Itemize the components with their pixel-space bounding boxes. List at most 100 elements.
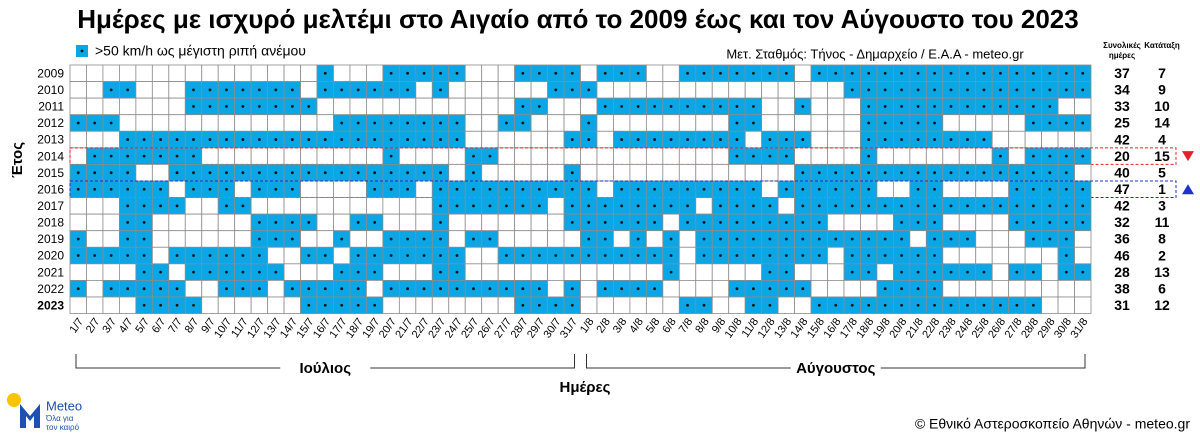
- cell-dot: [192, 303, 195, 307]
- x-tick-label: 27/8: [1003, 316, 1025, 340]
- cell: [530, 164, 548, 182]
- cell: [662, 64, 680, 82]
- cell-dot: [801, 287, 805, 291]
- cell-dot: [225, 287, 228, 291]
- cell: [464, 246, 483, 265]
- cell: [333, 197, 351, 215]
- cell-dot: [472, 237, 475, 241]
- cell-dot: [241, 171, 245, 175]
- cell-dot: [159, 138, 162, 141]
- cell-dot: [636, 221, 640, 224]
- cell-dot: [982, 105, 986, 108]
- cell: [563, 147, 581, 165]
- cell: [1057, 130, 1075, 149]
- cell-dot: [192, 154, 195, 158]
- cell-dot: [439, 221, 442, 224]
- cell: [1041, 280, 1059, 298]
- cell-dot: [76, 254, 80, 257]
- cell: [481, 81, 499, 99]
- cell: [613, 263, 631, 281]
- legend-dot: [80, 49, 84, 53]
- cell-dot: [620, 287, 624, 291]
- cell: [761, 97, 779, 116]
- cell-dot: [735, 138, 739, 141]
- cell: [217, 230, 236, 248]
- y-axis-title: Έτος: [9, 142, 26, 178]
- cell-dot: [1064, 154, 1068, 158]
- cell: [827, 81, 845, 99]
- cell: [563, 263, 581, 281]
- cell-dot: [1048, 154, 1052, 158]
- cell-dot: [883, 88, 887, 92]
- cell: [613, 114, 631, 132]
- cell-dot: [455, 204, 459, 208]
- cell: [1041, 263, 1059, 281]
- total-header: ημέρες: [1109, 51, 1135, 60]
- logo: Meteo Όλα για τον καιρό: [7, 393, 82, 432]
- cell: [645, 147, 664, 165]
- cell-dot: [1064, 221, 1068, 224]
- rank-label: 4: [1158, 131, 1166, 147]
- cell: [151, 213, 170, 232]
- cell-dot: [126, 254, 130, 257]
- cell-dot: [883, 71, 887, 75]
- cell: [942, 280, 960, 298]
- cell-dot: [570, 204, 574, 208]
- y-tick-label: 2009: [37, 66, 64, 80]
- cell: [398, 97, 417, 116]
- rank-label: 10: [1154, 98, 1170, 114]
- cell: [1057, 296, 1075, 314]
- cell-dot: [1015, 171, 1019, 175]
- cell-dot: [307, 105, 311, 108]
- cell: [580, 147, 598, 165]
- cell-dot: [669, 270, 673, 274]
- cell-dot: [867, 171, 871, 175]
- cell: [366, 64, 384, 82]
- cell-dot: [982, 71, 986, 75]
- cell-dot: [389, 154, 393, 158]
- rank-label: 7: [1158, 65, 1166, 81]
- cell: [497, 81, 516, 99]
- cell: [217, 296, 236, 314]
- cell-dot: [900, 71, 904, 75]
- x-tick-label: 16/7: [311, 316, 333, 340]
- cell-dot: [422, 254, 426, 257]
- cell: [629, 164, 647, 182]
- cell-dot: [867, 237, 871, 241]
- x-tick-label: 28/7: [509, 316, 531, 340]
- cell: [69, 81, 87, 99]
- cell: [563, 97, 581, 116]
- cell: [201, 230, 219, 248]
- cell-dot: [702, 71, 706, 75]
- x-tick-label: 8/7: [183, 316, 202, 335]
- cell: [1074, 130, 1092, 149]
- cell: [1024, 130, 1042, 149]
- cell: [547, 114, 565, 132]
- cell: [333, 64, 351, 82]
- cell: [316, 213, 334, 232]
- cell: [168, 97, 186, 116]
- cell: [1041, 130, 1059, 149]
- cell-dot: [933, 105, 936, 108]
- cell-dot: [752, 71, 755, 75]
- cell-dot: [537, 287, 541, 291]
- cell-dot: [784, 154, 788, 158]
- cell: [695, 81, 713, 99]
- cell-dot: [225, 204, 228, 208]
- cell: [151, 81, 170, 99]
- cell-dot: [916, 270, 920, 274]
- cell-dot: [159, 204, 162, 208]
- rank-label: 3: [1158, 198, 1166, 214]
- cell-dot: [999, 154, 1002, 158]
- cell-dot: [389, 287, 393, 291]
- cell-dot: [603, 287, 607, 291]
- cell-dot: [472, 287, 475, 291]
- cell: [860, 280, 878, 298]
- cell: [497, 147, 516, 165]
- cell: [234, 296, 252, 314]
- cell-dot: [1031, 204, 1035, 208]
- cell: [530, 114, 548, 132]
- cell: [86, 263, 104, 281]
- cell: [991, 263, 1010, 281]
- cell-dot: [93, 254, 97, 257]
